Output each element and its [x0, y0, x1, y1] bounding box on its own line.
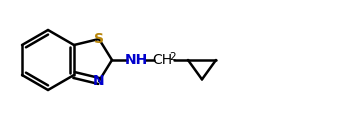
Text: N: N [93, 74, 105, 88]
Text: S: S [94, 32, 104, 46]
Text: NH: NH [125, 53, 147, 67]
Text: CH: CH [152, 53, 172, 67]
Text: 2: 2 [170, 52, 176, 62]
